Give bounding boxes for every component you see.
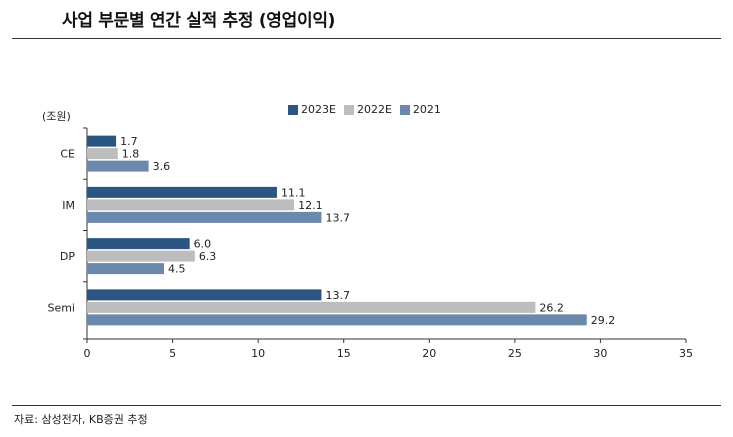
bar-dp-2022e	[87, 250, 195, 262]
bar-ce-2023e	[87, 135, 117, 147]
data-label-dp-2021: 4.5	[168, 263, 186, 276]
source-note: 자료: 삼성전자, KB증권 추정	[14, 413, 148, 426]
data-label-im-2023e: 11.1	[281, 186, 306, 199]
bar-dp-2023e	[87, 238, 190, 250]
data-label-ce-2022e: 1.8	[122, 148, 140, 161]
data-label-im-2022e: 12.1	[298, 199, 323, 212]
x-tick-label-35: 35	[679, 347, 693, 360]
legend-label-2021: 2021	[412, 103, 441, 116]
chart-legend: 2023E 2022E 2021	[288, 103, 441, 116]
x-tick-label-0: 0	[84, 347, 91, 360]
bar-im-2022e	[87, 199, 295, 211]
x-tick-label-5: 5	[169, 347, 176, 360]
bar-im-2023e	[87, 186, 277, 198]
category-label-dp: DP	[60, 250, 75, 263]
bar-im-2021	[87, 211, 322, 223]
bar-semi-2022e	[87, 301, 536, 313]
data-label-ce-2023e: 1.7	[120, 135, 138, 148]
x-tick-label-15: 15	[337, 347, 351, 360]
bar-dp-2021	[87, 263, 165, 275]
legend-swatch-2023e	[288, 104, 298, 115]
data-label-dp-2022e: 6.3	[199, 250, 217, 263]
category-label-ce: CE	[60, 148, 75, 161]
x-tick-label-25: 25	[508, 347, 522, 360]
legend-item-2022e: 2022E	[343, 103, 392, 116]
data-label-semi-2021: 29.2	[591, 314, 616, 327]
data-label-dp-2023e: 6.0	[194, 238, 212, 251]
legend-item-2021: 2021	[399, 103, 441, 116]
legend-swatch-2021	[399, 104, 410, 115]
bottom-rule	[12, 405, 721, 406]
bar-semi-2023e	[87, 289, 322, 301]
legend-label-2022e: 2022E	[356, 103, 392, 116]
data-label-im-2021: 13.7	[325, 211, 350, 224]
data-label-semi-2023e: 13.7	[325, 289, 350, 302]
bar-semi-2021	[87, 314, 587, 326]
category-label-im: IM	[62, 199, 75, 212]
unit-label: (조원)	[42, 110, 71, 123]
bar-ce-2021	[87, 160, 149, 172]
bar-ce-2022e	[87, 148, 118, 160]
x-tick-label-30: 30	[593, 347, 607, 360]
chart-title: 사업 부문별 연간 실적 추정 (영업이익)	[62, 11, 336, 31]
x-tick-label-10: 10	[251, 347, 265, 360]
category-label-semi: Semi	[47, 301, 75, 314]
x-tick-label-20: 20	[422, 347, 436, 360]
top-rule	[12, 38, 721, 39]
data-label-ce-2021: 3.6	[153, 160, 171, 173]
legend-swatch-2022e	[343, 104, 354, 115]
data-label-semi-2022e: 26.2	[539, 301, 564, 314]
legend-label-2023e: 2023E	[301, 103, 336, 116]
legend-item-2023e: 2023E	[288, 103, 336, 116]
